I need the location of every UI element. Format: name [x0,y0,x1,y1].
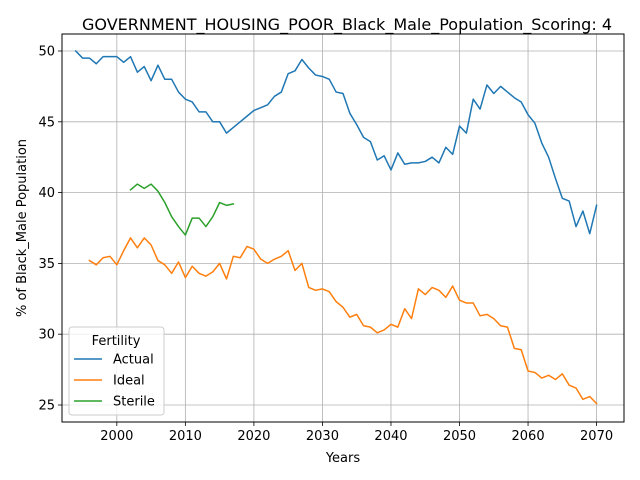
y-axis-label: % of Black_Male Population [15,139,30,317]
x-axis-label: Years [325,451,361,466]
legend: Fertility Actual Ideal Sterile [68,326,165,416]
series-line-ideal [88,237,598,405]
x-tick-label: 2060 [512,429,545,444]
x-tick-label: 2030 [306,429,339,444]
x-tick-label: 2050 [443,429,476,444]
legend-box [68,326,165,416]
legend-items: Actual Ideal Sterile [74,353,155,410]
legend-label-actual: Actual [113,353,154,368]
plot-frame [61,33,625,423]
y-tick-label: 50 [38,44,55,59]
series-line-actual [74,49,598,235]
y-tick-label: 30 [38,328,55,343]
y-tick-label: 40 [38,186,55,201]
legend-title: Fertility [92,334,141,349]
x-tick-label: 2070 [580,429,613,444]
x-tick-label: 2000 [100,429,133,444]
series-lines [74,49,598,405]
y-tick-label: 25 [38,399,55,414]
chart-title: GOVERNMENT_HOUSING_POOR_Black_Male_Popul… [82,15,612,35]
series-line-sterile [129,183,235,236]
legend-label-sterile: Sterile [113,395,155,410]
y-tick-label: 45 [38,115,55,130]
x-axis-ticks: 2000 2010 2020 2030 2040 2050 2060 2070 [100,422,613,444]
y-axis-ticks: 25 30 35 40 45 50 [38,44,62,414]
x-tick-label: 2020 [237,429,270,444]
y-tick-label: 35 [38,257,55,272]
x-tick-label: 2040 [374,429,407,444]
x-tick-label: 2010 [169,429,202,444]
legend-label-ideal: Ideal [113,374,145,389]
